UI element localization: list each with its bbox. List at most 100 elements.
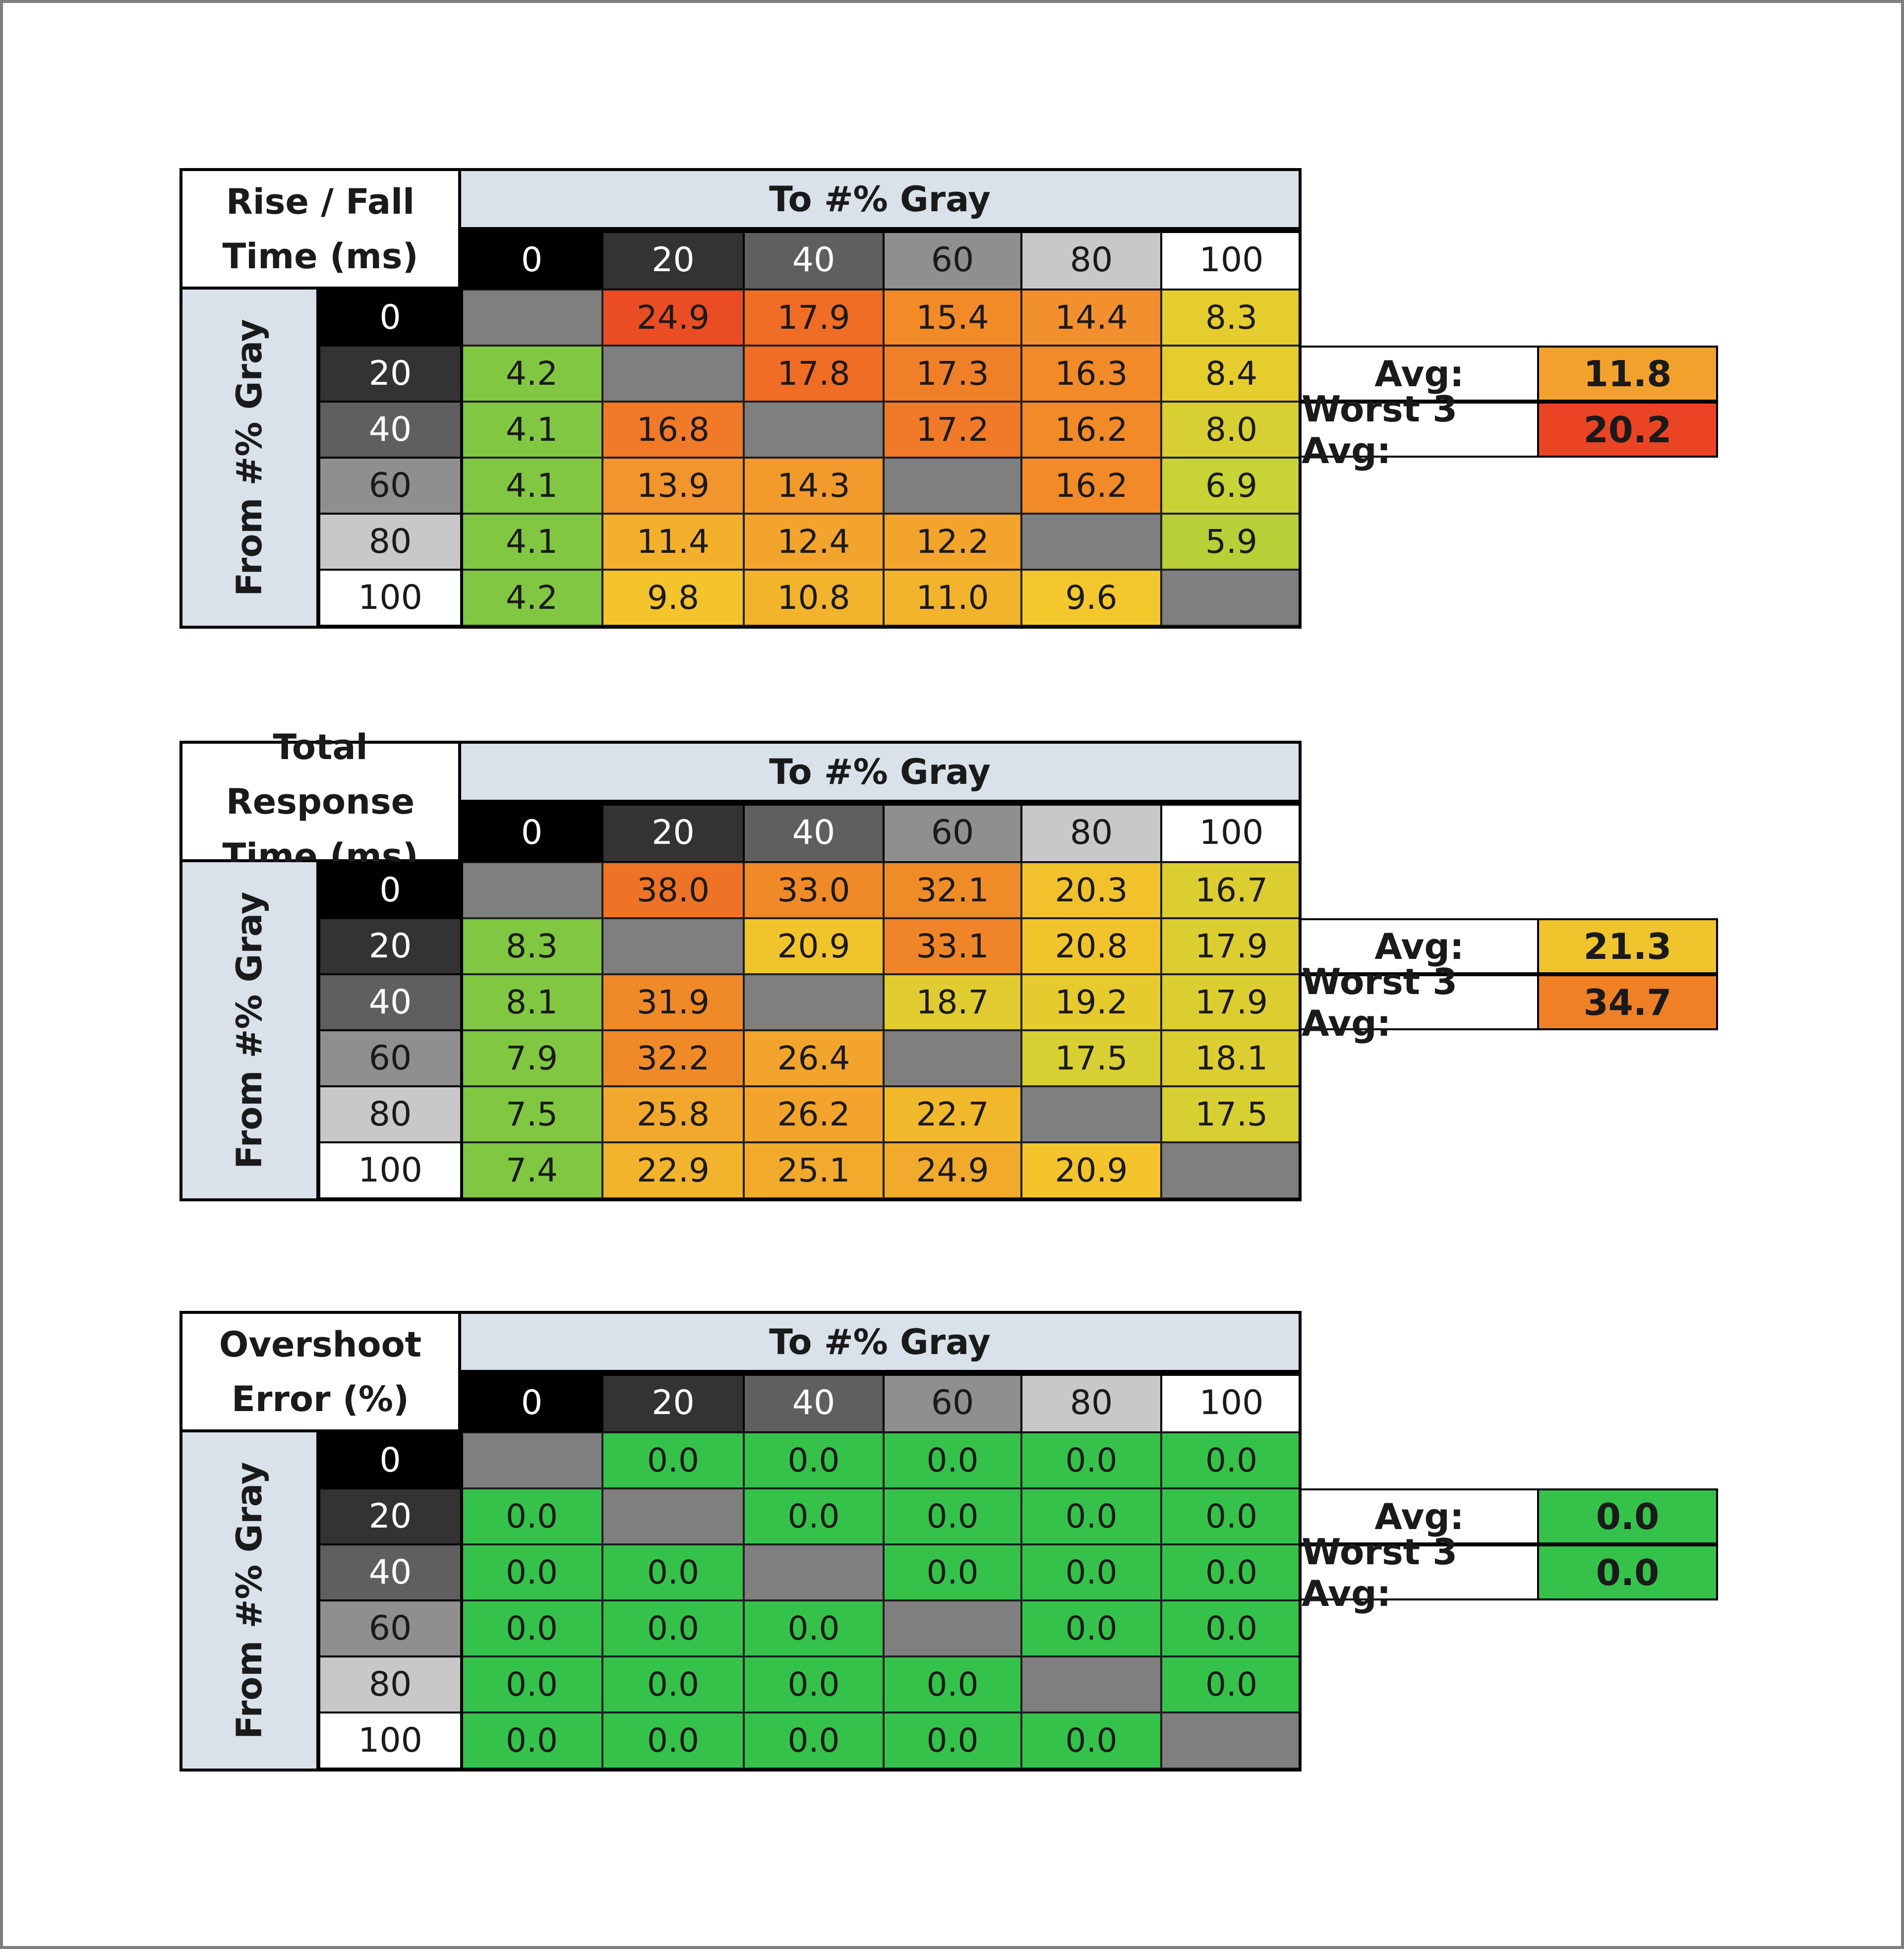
y-tick-label: 40 [319,402,461,458]
x-tick-label: 60 [884,1373,1021,1432]
heatmap-cell: 25.8 [602,1086,744,1142]
avg-value: 0.0 [1537,1488,1718,1544]
y-axis-title: From #% Gray [229,1462,270,1739]
y-axis-title: From #% Gray [229,891,270,1169]
heatmap-table-2: Total Response Time (ms) To #% Gray From #%… [0,573,1904,1201]
heatmap-cell: 9.8 [602,570,744,626]
heatmap-cell: 20.8 [1021,918,1161,974]
avg-label: Avg: [1302,1488,1537,1544]
avg-label: Avg: [1302,346,1537,402]
heatmap-cell: 16.8 [602,402,744,458]
heatmap-cell: 0.0 [1021,1600,1161,1656]
heatmap-cell: 17.2 [884,402,1021,458]
y-tick-label: 100 [319,1142,461,1198]
worst-3-avg-label: Worst 3 Avg: [1302,388,1537,472]
heatmap-cell: 20.9 [744,918,884,974]
diagonal-cell [744,974,884,1030]
worst-3-avg-label: Worst 3 Avg: [1302,1531,1537,1614]
avg-value: 11.8 [1537,346,1718,402]
heatmap-cell: 12.2 [884,514,1021,570]
heatmap-cell: 0.0 [744,1432,884,1488]
heatmap-cell: 7.9 [461,1030,602,1086]
heatmap-cell: 4.1 [461,402,602,458]
diagonal-cell [1021,1656,1161,1713]
heatmap-cell: 17.9 [1161,974,1302,1030]
x-tick-label: 20 [602,1373,744,1432]
heatmap-cell: 0.0 [602,1713,744,1769]
heatmap-cell: 0.0 [461,1713,602,1769]
y-tick-label: 0 [319,1432,461,1488]
heatmap-cell: 17.5 [1021,1030,1161,1086]
y-tick-label: 80 [319,1086,461,1142]
heatmap-cell: 8.3 [461,918,602,974]
y-tick-label: 60 [319,1030,461,1086]
x-tick-label: 100 [1161,803,1302,862]
y-tick-label: 80 [319,1656,461,1713]
worst-3-avg-label: Worst 3 Avg: [1302,961,1537,1044]
y-axis-title-box: From #% Gray [179,862,319,1201]
x-tick-label: 60 [884,803,1021,862]
heatmap-cell: 7.4 [461,1142,602,1198]
heatmap-cell: 31.9 [602,974,744,1030]
diagonal-cell [602,346,744,402]
y-tick-label: 0 [319,290,461,346]
table-title: Total Response Time (ms) [179,727,461,877]
y-tick-label: 100 [319,570,461,626]
heatmap-cell: 0.0 [1161,1544,1302,1600]
diagonal-cell [1161,1142,1302,1198]
y-tick-label: 60 [319,1600,461,1656]
x-tick-label: 80 [1021,1373,1161,1432]
heatmap-cell: 26.4 [744,1030,884,1086]
heatmap-cell: 22.9 [602,1142,744,1198]
y-tick-label: 80 [319,514,461,570]
heatmap-table-1: Rise / Fall Time (ms) To #% Gray From #% Gr… [0,0,1904,629]
heatmap-cell: 22.7 [884,1086,1021,1142]
heatmap-cell: 24.9 [602,290,744,346]
heatmap-cell: 17.3 [884,346,1021,402]
diagonal-cell [1021,514,1161,570]
heatmap-cell: 11.0 [884,570,1021,626]
y-tick-label: 20 [319,1488,461,1544]
heatmap-cell: 0.0 [1021,1488,1161,1544]
diagonal-cell [602,1488,744,1544]
heatmap-cell: 38.0 [602,862,744,918]
x-tick-label: 100 [1161,1373,1302,1432]
diagonal-cell [461,290,602,346]
heatmap-cell: 0.0 [744,1488,884,1544]
heatmap-cell: 4.2 [461,570,602,626]
heatmap-cell: 0.0 [744,1656,884,1713]
heatmap-cell: 14.4 [1021,290,1161,346]
diagonal-cell [884,458,1021,514]
heatmap-cell: 20.9 [1021,1142,1161,1198]
heatmap-cell: 0.0 [884,1488,1021,1544]
heatmap-cell: 0.0 [1021,1544,1161,1600]
heatmap-cell: 0.0 [884,1656,1021,1713]
heatmap-cell: 8.1 [461,974,602,1030]
heatmap-cell: 16.2 [1021,458,1161,514]
heatmap-cell: 0.0 [602,1544,744,1600]
diagonal-cell [1161,1713,1302,1769]
diagonal-cell [602,918,744,974]
x-tick-label: 0 [461,1373,602,1432]
x-tick-label: 0 [461,230,602,290]
heatmap-cell: 8.4 [1161,346,1302,402]
heatmap-cell: 12.4 [744,514,884,570]
table-title-line: Time (ms) [222,236,418,277]
heatmap-cell: 17.5 [1161,1086,1302,1142]
x-tick-label: 20 [602,230,744,290]
heatmap-cell: 0.0 [461,1600,602,1656]
diagonal-cell [744,402,884,458]
heatmap-cell: 25.1 [744,1142,884,1198]
x-tick-label: 100 [1161,230,1302,290]
heatmap-cell: 17.8 [744,346,884,402]
y-axis-title-box: From #% Gray [179,290,319,629]
heatmap-cell: 16.7 [1161,862,1302,918]
heatmap-cell: 24.9 [884,1142,1021,1198]
x-axis-title: To #% Gray [461,741,1302,803]
heatmap-cell: 17.9 [744,290,884,346]
worst-3-avg-value: 34.7 [1537,974,1718,1030]
diagonal-cell [884,1600,1021,1656]
heatmap-cell: 32.1 [884,862,1021,918]
table-title-line: Error (%) [232,1378,409,1419]
